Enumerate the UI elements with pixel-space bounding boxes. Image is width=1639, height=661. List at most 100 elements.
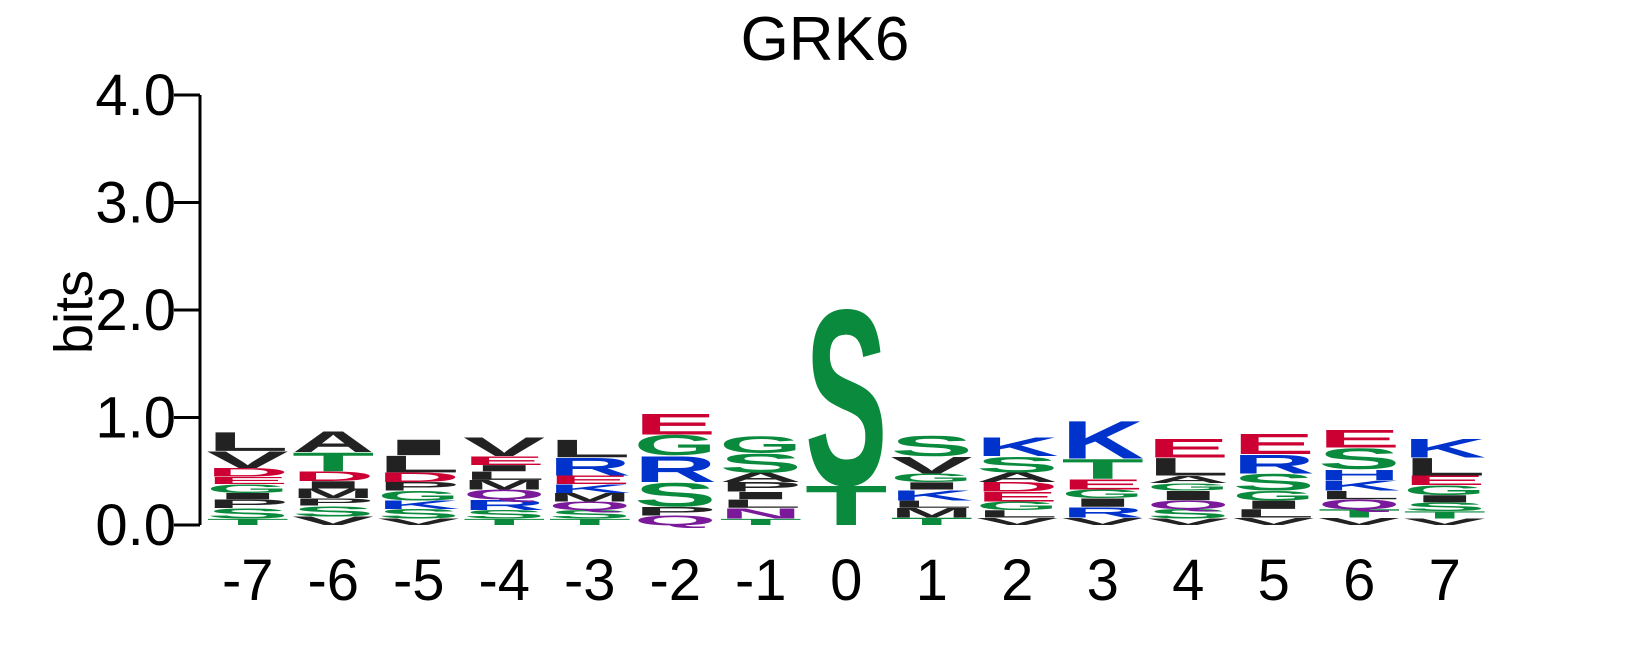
- logo-letter: G: [891, 471, 973, 484]
- logo-letter: S: [549, 508, 632, 521]
- logo-letter: L: [549, 434, 631, 462]
- logo-letter: V: [378, 517, 460, 527]
- logo-letter: Q: [549, 499, 631, 512]
- logo-letter: V: [1318, 516, 1400, 528]
- logo-letter: T: [1062, 453, 1144, 485]
- logo-column: TS: [805, 257, 887, 537]
- logo-letter: L: [1404, 453, 1486, 481]
- logo-letter: L: [207, 427, 289, 457]
- x-tick-label: 5: [1258, 548, 1290, 613]
- x-tick-label: -2: [649, 548, 701, 613]
- logo-letter: K: [976, 432, 1059, 462]
- x-tick-label: -7: [222, 548, 274, 613]
- logo-letter: T: [292, 447, 374, 477]
- logo-letter: I: [292, 479, 374, 491]
- logo-letter: T: [720, 517, 802, 527]
- logo-letter: G: [720, 432, 802, 459]
- logo-letter: S: [1147, 506, 1230, 521]
- logo-letter: I: [463, 463, 545, 473]
- logo-letter: G: [1062, 487, 1144, 500]
- logo-letter: K: [1404, 433, 1487, 463]
- x-tick-label: 4: [1172, 548, 1204, 613]
- logo-letter: S: [805, 257, 887, 537]
- logo-letter: T: [1318, 507, 1400, 520]
- logo-letter: S: [292, 503, 374, 520]
- logo-letter: G: [378, 488, 460, 503]
- logo-letter: P: [207, 497, 290, 510]
- logo-letter: I: [891, 480, 973, 492]
- logo-letter: V: [1404, 517, 1486, 527]
- logo-letter: A: [720, 470, 802, 485]
- logo-letter: V: [292, 514, 374, 527]
- logo-letter: V: [463, 432, 545, 462]
- logo-letter: G: [976, 499, 1058, 512]
- y-tick-label: 2.0: [95, 278, 176, 343]
- logo-letter: I: [1404, 493, 1486, 505]
- logo-letter: V: [976, 516, 1058, 528]
- x-tick-label: -6: [307, 548, 359, 613]
- x-tick-label: -4: [478, 548, 530, 613]
- logo-letter: E: [463, 454, 546, 467]
- logo-letter: D: [378, 470, 460, 485]
- logo-letter: K: [891, 487, 974, 504]
- x-tick-label: -3: [564, 548, 616, 613]
- logo-letter: G: [1404, 483, 1486, 498]
- logo-letter: E: [634, 408, 716, 441]
- logo-letter: S: [1404, 500, 1487, 513]
- x-tick-label: 0: [830, 548, 862, 613]
- logo-letter: L: [1318, 488, 1400, 501]
- logo-letter: I: [1147, 488, 1229, 503]
- logo-letter: M: [549, 491, 631, 504]
- logo-letter: P: [378, 480, 461, 493]
- logo-letter: V: [207, 446, 289, 473]
- y-tick-label: 1.0: [95, 386, 176, 451]
- logo-letter: E: [1233, 429, 1315, 461]
- logo-letter: S: [207, 505, 289, 522]
- logo-letter: G: [1233, 488, 1315, 503]
- logo-letter: Q: [1318, 497, 1400, 512]
- logo-letter: L: [1147, 453, 1229, 481]
- x-tick-label: -5: [393, 548, 445, 613]
- logo-letter: K: [1062, 410, 1144, 470]
- logo-letter: E: [1062, 476, 1144, 493]
- logo-letter: E: [1318, 425, 1400, 453]
- chart-title: GRK6: [741, 5, 910, 74]
- logo-letter: T: [549, 517, 631, 527]
- logo-letter: V: [891, 452, 973, 479]
- logo-letter: L: [720, 497, 802, 510]
- logo-letter: Q: [634, 513, 716, 528]
- logo-letter: G: [634, 430, 716, 461]
- logo-letter: L: [463, 469, 545, 482]
- x-tick-label: 2: [1001, 548, 1033, 613]
- y-tick-label: 4.0: [95, 63, 176, 128]
- logo-letter: L: [1233, 507, 1315, 520]
- logo-letter: S: [463, 508, 546, 521]
- logo-letter: L: [976, 508, 1058, 520]
- logo-letter: S: [1233, 469, 1315, 496]
- logo-letter: R: [463, 497, 545, 514]
- x-tick-label: -1: [735, 548, 787, 613]
- logo-letter: K: [1318, 477, 1401, 494]
- logo-letter: V: [1147, 517, 1229, 527]
- logo-letter: N: [720, 505, 802, 522]
- logo-letter: T: [207, 517, 289, 527]
- logo-letter: K: [549, 482, 632, 495]
- logo-letter: Q: [1147, 498, 1229, 511]
- logo-letter: S: [976, 452, 1058, 477]
- logo-letter: P: [292, 496, 374, 508]
- logo-letter: G: [1147, 481, 1229, 493]
- logo-letter: P: [720, 479, 803, 494]
- logo-letter: D: [207, 466, 290, 479]
- logo-letter: R: [1062, 504, 1144, 521]
- logo-letter: D: [292, 469, 374, 484]
- logo-letter: E: [207, 475, 289, 487]
